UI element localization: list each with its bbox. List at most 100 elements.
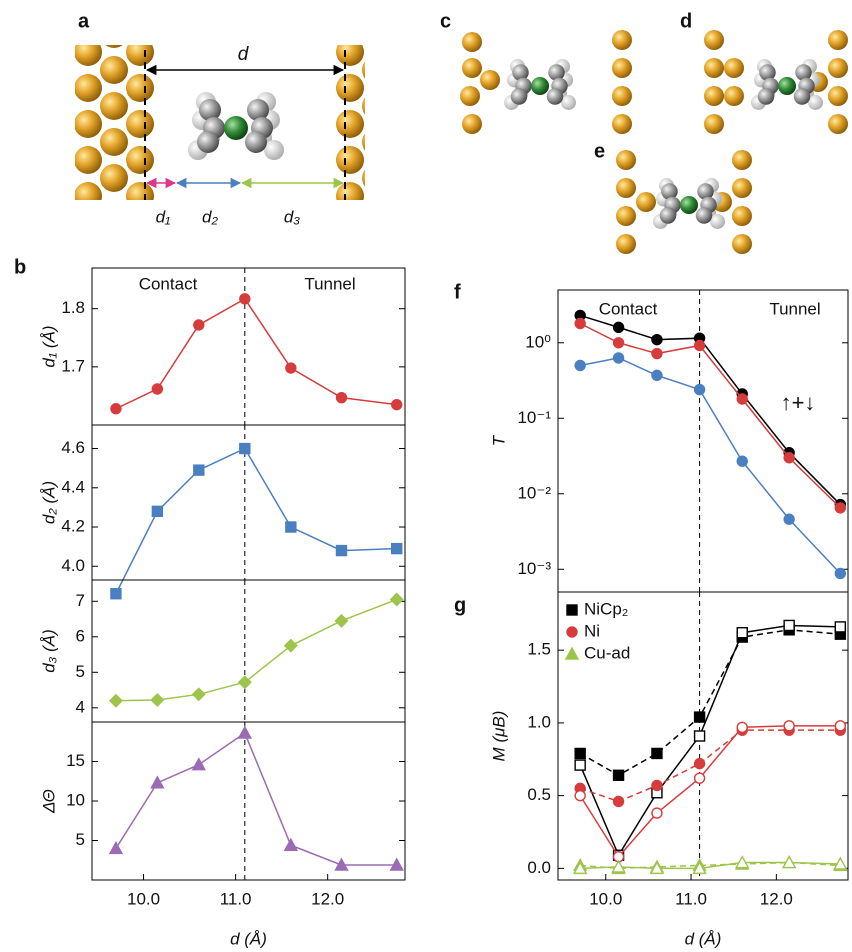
legend-marker <box>567 605 577 615</box>
data-point <box>336 546 346 556</box>
data-point <box>110 842 122 853</box>
data-point <box>575 748 585 758</box>
atom <box>462 32 482 52</box>
x-tick-label: 11.0 <box>220 889 252 908</box>
atom <box>336 218 364 246</box>
atom <box>336 38 364 66</box>
d2-label: d₂ <box>202 207 218 226</box>
atom <box>828 30 848 50</box>
atom <box>100 128 128 156</box>
data-point <box>614 338 624 348</box>
atom <box>724 86 744 106</box>
data-point <box>286 363 296 373</box>
atom <box>388 2 416 30</box>
legend-label: NiCp₂ <box>584 599 628 618</box>
y-axis-label: ΔΘ <box>39 789 58 814</box>
y-tick-label: 1.7 <box>61 356 85 375</box>
y-tick-label: 10⁻³ <box>517 559 551 578</box>
atom <box>100 56 128 84</box>
atom <box>616 178 636 198</box>
data-point <box>391 594 403 606</box>
series-line <box>116 449 397 594</box>
data-point <box>110 695 122 707</box>
panel-label: b <box>14 256 26 278</box>
annotation: Tunnel <box>769 299 820 318</box>
data-point <box>614 353 624 363</box>
y-tick-label: 4 <box>76 697 85 716</box>
plot-frame <box>92 722 405 880</box>
atom <box>732 178 752 198</box>
series-line <box>116 600 397 701</box>
x-axis-label: d (Å) <box>230 929 267 948</box>
data-point <box>695 731 705 741</box>
data-point <box>239 727 251 738</box>
atom <box>74 38 102 66</box>
atom <box>388 38 416 66</box>
y-tick-label: 1.8 <box>61 298 85 317</box>
panel-label: a <box>78 10 90 32</box>
y-tick-label: 4.4 <box>61 477 85 496</box>
atom <box>245 131 267 153</box>
atom <box>704 58 724 78</box>
atom <box>612 58 632 78</box>
y-axis-label: d₃ (Å) <box>39 629 58 673</box>
data-point <box>784 453 794 463</box>
y-tick-label: 5 <box>76 662 85 681</box>
atom <box>336 110 364 138</box>
atom <box>547 88 564 105</box>
atom <box>126 218 154 246</box>
molecule-illustrations <box>74 2 848 264</box>
atom <box>704 30 724 50</box>
figure: a d d₁ d₂ d₃ c d e 1.71.8d₁ (Å)bContactT… <box>0 0 852 952</box>
data-point <box>614 322 624 332</box>
atom <box>388 182 416 210</box>
data-point <box>392 544 402 554</box>
data-point <box>614 770 624 780</box>
atom <box>704 86 724 106</box>
chart-panel: 4.04.24.44.6d₂ (Å) <box>39 425 405 599</box>
atom <box>100 92 128 120</box>
data-point <box>240 444 250 454</box>
data-point <box>193 688 205 700</box>
atom <box>616 150 636 170</box>
panel-label: d <box>680 10 692 32</box>
y-tick-label: 4.6 <box>61 438 85 457</box>
atom <box>724 58 744 78</box>
data-point <box>695 759 705 769</box>
data-point <box>240 294 250 304</box>
data-point <box>737 456 747 466</box>
data-point <box>575 361 585 371</box>
atom <box>462 114 482 134</box>
atom <box>362 236 390 264</box>
y-tick-label: 15 <box>66 751 85 770</box>
data-point <box>835 503 845 513</box>
series-line <box>580 726 840 857</box>
data-point <box>737 722 747 732</box>
y-axis-label: d₂ (Å) <box>39 481 58 524</box>
data-point <box>193 759 205 770</box>
data-point <box>695 341 705 351</box>
data-point <box>652 780 662 790</box>
atom <box>561 95 576 110</box>
data-point <box>784 514 794 524</box>
y-axis-label: M (μB) <box>489 711 508 762</box>
data-point <box>151 694 163 706</box>
data-point <box>652 349 662 359</box>
atom <box>660 207 677 224</box>
data-point <box>614 796 624 806</box>
x-tick-label: 11.0 <box>675 889 707 908</box>
y-tick-label: 10⁻¹ <box>517 408 551 427</box>
y-tick-label: 7 <box>76 591 85 610</box>
atom <box>388 74 416 102</box>
atom <box>462 58 482 78</box>
atom <box>388 218 416 246</box>
data-point <box>151 777 163 788</box>
atom <box>126 2 154 30</box>
data-point <box>152 506 162 516</box>
panel-a-structure <box>74 2 416 264</box>
data-point <box>652 335 662 345</box>
atom <box>778 77 796 95</box>
data-point <box>835 568 845 578</box>
data-point <box>575 318 585 328</box>
